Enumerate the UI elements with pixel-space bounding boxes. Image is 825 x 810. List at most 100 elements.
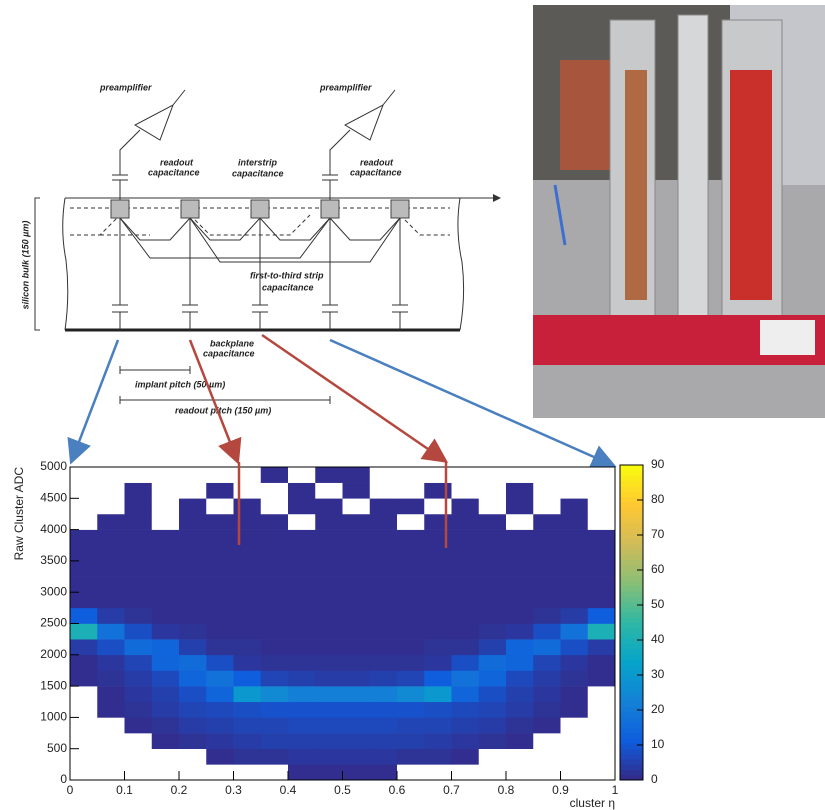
x-tick-label: 0.5	[334, 783, 351, 797]
y-tick-label: 2500	[40, 616, 67, 630]
cell	[588, 530, 616, 546]
cell	[234, 592, 262, 608]
cell	[533, 639, 561, 655]
cell	[70, 764, 98, 780]
cell	[424, 624, 452, 640]
cell	[370, 577, 398, 593]
label: capacitance	[232, 168, 284, 178]
cell	[506, 686, 534, 702]
cell	[206, 764, 234, 780]
z-tick-label: 30	[651, 667, 665, 681]
cell	[424, 717, 452, 733]
colorbar-step	[620, 680, 643, 686]
cell	[343, 702, 371, 718]
cell	[506, 655, 534, 671]
cell	[533, 749, 561, 765]
cell	[125, 670, 153, 686]
cell	[70, 530, 98, 546]
cell	[561, 764, 589, 780]
cell	[424, 686, 452, 702]
cell	[152, 733, 180, 749]
cell	[234, 702, 262, 718]
cell	[452, 467, 480, 483]
cell	[343, 655, 371, 671]
cell	[125, 764, 153, 780]
cell	[288, 545, 316, 561]
label: implant pitch (50 µm)	[135, 379, 225, 389]
cell	[588, 498, 616, 514]
cell	[588, 655, 616, 671]
cell	[152, 577, 180, 593]
cell	[561, 733, 589, 749]
cell	[561, 498, 589, 514]
arrow	[262, 335, 444, 460]
cell	[533, 670, 561, 686]
cell	[533, 483, 561, 499]
colorbar-step	[620, 754, 643, 760]
cell	[206, 498, 234, 514]
cell	[452, 733, 480, 749]
cell	[533, 561, 561, 577]
cell	[125, 592, 153, 608]
photo-sensor	[730, 70, 772, 300]
cell	[424, 655, 452, 671]
colorbar-step	[620, 507, 643, 513]
cell	[288, 592, 316, 608]
cell	[315, 592, 343, 608]
cell	[588, 514, 616, 530]
y-tick-label: 3500	[40, 553, 67, 567]
cell	[424, 530, 452, 546]
cell	[179, 702, 207, 718]
cell	[561, 608, 589, 624]
cell	[234, 561, 262, 577]
cell	[397, 686, 425, 702]
cell	[343, 670, 371, 686]
cell	[479, 498, 507, 514]
cell	[70, 577, 98, 593]
cell	[261, 639, 289, 655]
cell	[533, 577, 561, 593]
cell	[397, 639, 425, 655]
cell	[125, 514, 153, 530]
cell	[261, 686, 289, 702]
cell	[125, 717, 153, 733]
colorbar-step	[620, 560, 643, 566]
cell	[152, 686, 180, 702]
arrow	[72, 340, 118, 460]
cell	[424, 592, 452, 608]
cell	[179, 530, 207, 546]
cell	[588, 545, 616, 561]
cell	[343, 733, 371, 749]
cell	[452, 670, 480, 686]
cell	[97, 749, 125, 765]
cell	[397, 749, 425, 765]
colorbar-step	[620, 649, 643, 655]
cell	[261, 592, 289, 608]
photo-tag	[760, 320, 815, 355]
label: readout pitch (150 µm)	[175, 405, 271, 415]
cell	[97, 530, 125, 546]
cell	[234, 467, 262, 483]
cell	[452, 577, 480, 593]
cell	[397, 608, 425, 624]
cell	[452, 655, 480, 671]
cell	[70, 498, 98, 514]
cell	[452, 686, 480, 702]
cell	[288, 561, 316, 577]
cell	[424, 608, 452, 624]
cell	[397, 498, 425, 514]
cell	[234, 608, 262, 624]
cell	[588, 686, 616, 702]
colorbar-step	[620, 617, 643, 623]
cell	[452, 764, 480, 780]
cell	[288, 483, 316, 499]
cell	[343, 686, 371, 702]
cell	[370, 764, 398, 780]
cell	[424, 545, 452, 561]
label: readout	[360, 157, 394, 167]
cell	[152, 608, 180, 624]
label: backplane	[210, 338, 254, 348]
cell	[315, 467, 343, 483]
cell	[533, 608, 561, 624]
cell	[315, 577, 343, 593]
